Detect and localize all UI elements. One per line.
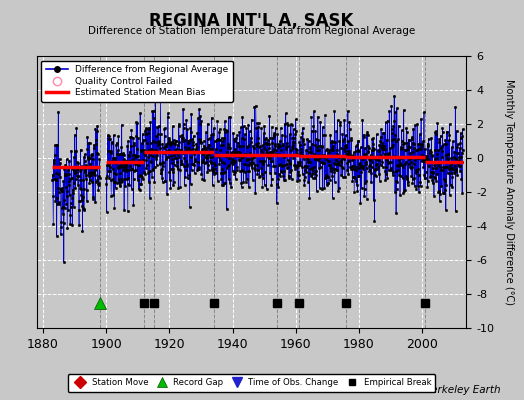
Text: REGINA INT'L A, SASK: REGINA INT'L A, SASK [149,12,354,30]
Legend: Station Move, Record Gap, Time of Obs. Change, Empirical Break: Station Move, Record Gap, Time of Obs. C… [68,374,435,392]
Text: Berkeley Earth: Berkeley Earth [424,385,500,395]
Y-axis label: Monthly Temperature Anomaly Difference (°C): Monthly Temperature Anomaly Difference (… [504,79,514,305]
Legend: Difference from Regional Average, Quality Control Failed, Estimated Station Mean: Difference from Regional Average, Qualit… [41,60,233,102]
Text: Difference of Station Temperature Data from Regional Average: Difference of Station Temperature Data f… [88,26,415,36]
